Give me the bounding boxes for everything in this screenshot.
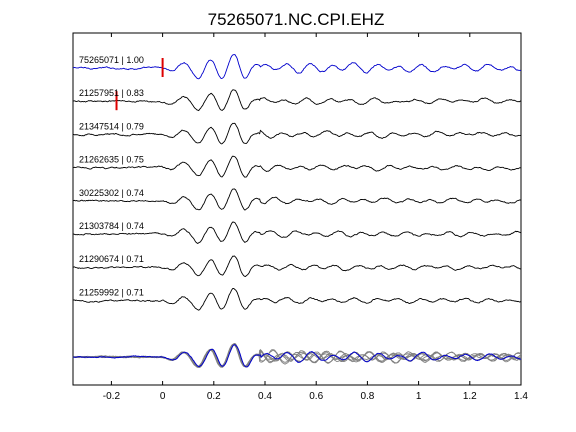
x-axis: -0.2 0 0.2 0.4 0.6 0.8 1 1.2 1.4 — [103, 33, 528, 402]
chart-title: 75265071.NC.CPI.EHZ — [208, 10, 385, 29]
trace-label: 21347514 | 0.79 — [79, 121, 144, 131]
trace-line — [72, 122, 522, 145]
trace-group — [72, 54, 522, 311]
trace-label: 21259992 | 0.71 — [79, 287, 144, 297]
x-tick-label: 0 — [160, 391, 166, 402]
stack-trace-line — [72, 344, 522, 368]
trace-label: 21303784 | 0.74 — [79, 221, 144, 231]
trace-label: 21262635 | 0.75 — [79, 155, 144, 165]
trace-label: 21290674 | 0.71 — [79, 254, 144, 264]
trace-labels: 75265071 | 1.00 21257951 | 0.83 21347514 |… — [79, 55, 144, 297]
trace-line — [72, 221, 522, 244]
x-tick-label: 0.8 — [360, 391, 374, 402]
x-tick-label: -0.2 — [103, 391, 121, 402]
x-tick-label: 0.4 — [258, 391, 272, 402]
trace-label: 21257951 | 0.83 — [79, 88, 144, 98]
stack-group — [72, 343, 522, 368]
stack-trace-line — [72, 344, 522, 368]
trace-label: 75265071 | 1.00 — [79, 55, 144, 65]
x-tick-label: 0.6 — [309, 391, 323, 402]
stack-master-line — [72, 344, 522, 368]
x-tick-label: 1.2 — [463, 391, 477, 402]
x-tick-label: 0.2 — [207, 391, 221, 402]
trace-line — [72, 89, 522, 112]
trace-line — [72, 155, 522, 178]
plot-frame — [72, 32, 522, 386]
trace-line — [72, 188, 522, 211]
stack-trace-line — [72, 343, 522, 368]
trace-line — [72, 54, 522, 80]
x-tick-label: 1 — [416, 391, 422, 402]
trace-line — [72, 288, 522, 311]
trace-line — [72, 255, 522, 277]
trace-label: 30225302 | 0.74 — [79, 188, 144, 198]
x-tick-label: 1.4 — [514, 391, 528, 402]
